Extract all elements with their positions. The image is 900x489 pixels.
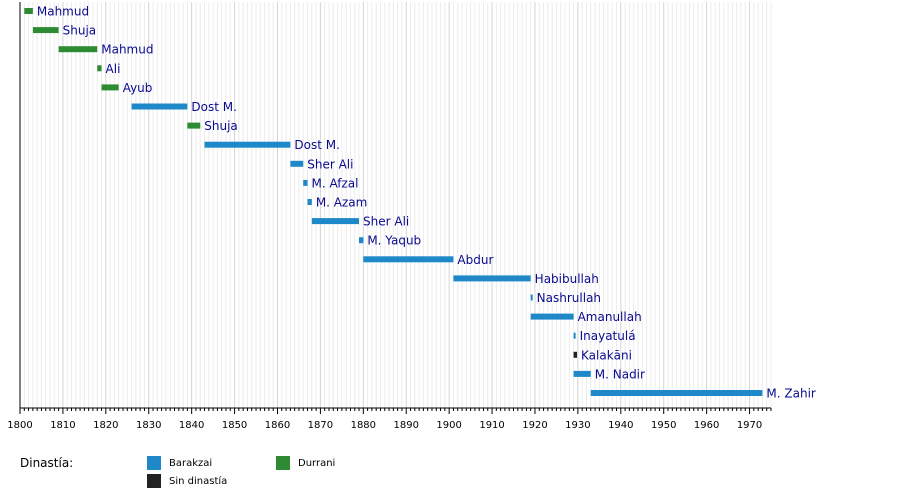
ruler-label: Sher Ali (307, 157, 353, 171)
legend-swatch (276, 456, 290, 470)
x-tick-label: 1820 (93, 420, 118, 431)
x-tick-label: 1970 (737, 420, 762, 431)
ruler-label: Amanullah (578, 310, 642, 324)
x-tick-label: 1850 (222, 420, 247, 431)
ruler-bar (590, 390, 763, 396)
legend-item-sin-dinastia: Sin dinastía (147, 474, 227, 488)
ruler-bar (58, 46, 98, 53)
ruler-bar (131, 103, 188, 110)
ruler-bar (453, 275, 531, 282)
legend-label: Barakzai (169, 457, 213, 469)
ruler-bar (290, 160, 304, 167)
ruler-bar (573, 332, 576, 339)
x-tick-label: 1950 (651, 420, 676, 431)
x-tick-label: 1910 (479, 420, 504, 431)
x-tick-label: 1920 (522, 420, 547, 431)
legend-label: Sin dinastía (169, 475, 228, 487)
ruler-bar (311, 218, 360, 225)
ruler-label: Sher Ali (363, 215, 409, 229)
ruler-label: Mahmud (37, 5, 89, 19)
ruler-label: M. Nadir (595, 367, 645, 381)
x-tick-label: 1960 (694, 420, 719, 431)
ruler-label: Dost M. (294, 138, 340, 152)
ruler-label: Habibullah (535, 272, 599, 286)
x-tick-label: 1890 (394, 420, 419, 431)
ruler-label: Nashrullah (537, 291, 601, 305)
legend-title: Dinastía: (20, 456, 74, 470)
legend-item-barakzai: Barakzai (147, 456, 212, 470)
legend-swatch (147, 456, 161, 470)
ruler-label: M. Afzal (312, 176, 359, 190)
x-tick-label: 1840 (179, 420, 204, 431)
ruler-bar (359, 237, 364, 244)
ruler-label: Dost M. (191, 100, 237, 114)
ruler-bar (32, 27, 59, 34)
x-tick-label: 1860 (265, 420, 290, 431)
x-tick-label: 1930 (565, 420, 590, 431)
ruler-bar (24, 8, 33, 14)
ruler-label: M. Azam (316, 196, 368, 210)
ruler-label: Ayub (123, 81, 153, 95)
ruler-label: Mahmud (101, 43, 153, 57)
x-tick-label: 1870 (308, 420, 333, 431)
legend-label: Durrani (298, 457, 336, 469)
legend-swatch (147, 474, 161, 488)
ruler-bar (307, 199, 312, 205)
ruler-bar (204, 141, 291, 148)
x-tick-label: 1810 (50, 420, 75, 431)
ruler-label: Shuja (63, 24, 97, 38)
x-tick-label: 1900 (436, 420, 461, 431)
ruler-label: M. Yaqub (367, 234, 421, 248)
x-tick-label: 1800 (7, 420, 32, 431)
ruler-label: Kalakāni (581, 348, 632, 362)
ruler-label: Shuja (204, 119, 238, 133)
ruler-bar (530, 313, 574, 320)
ruler-label: Inayatulá (580, 329, 636, 343)
ruler-bar (303, 179, 308, 186)
legend-item-durrani: Durrani (276, 456, 335, 470)
x-tick-label: 1940 (608, 420, 633, 431)
ruler-bar (97, 65, 102, 72)
x-tick-label: 1830 (136, 420, 161, 431)
ruler-label: Ali (106, 62, 121, 76)
ruler-bar (530, 294, 533, 301)
ruler-bar (363, 256, 454, 263)
ruler-bar (101, 84, 119, 91)
x-tick-label: 1880 (351, 420, 376, 431)
ruler-label: Abdur (457, 253, 493, 267)
ruler-bar (187, 122, 201, 129)
ruler-label: M. Zahir (766, 387, 815, 401)
ruler-bar (573, 370, 591, 377)
ruler-bar (573, 351, 578, 358)
